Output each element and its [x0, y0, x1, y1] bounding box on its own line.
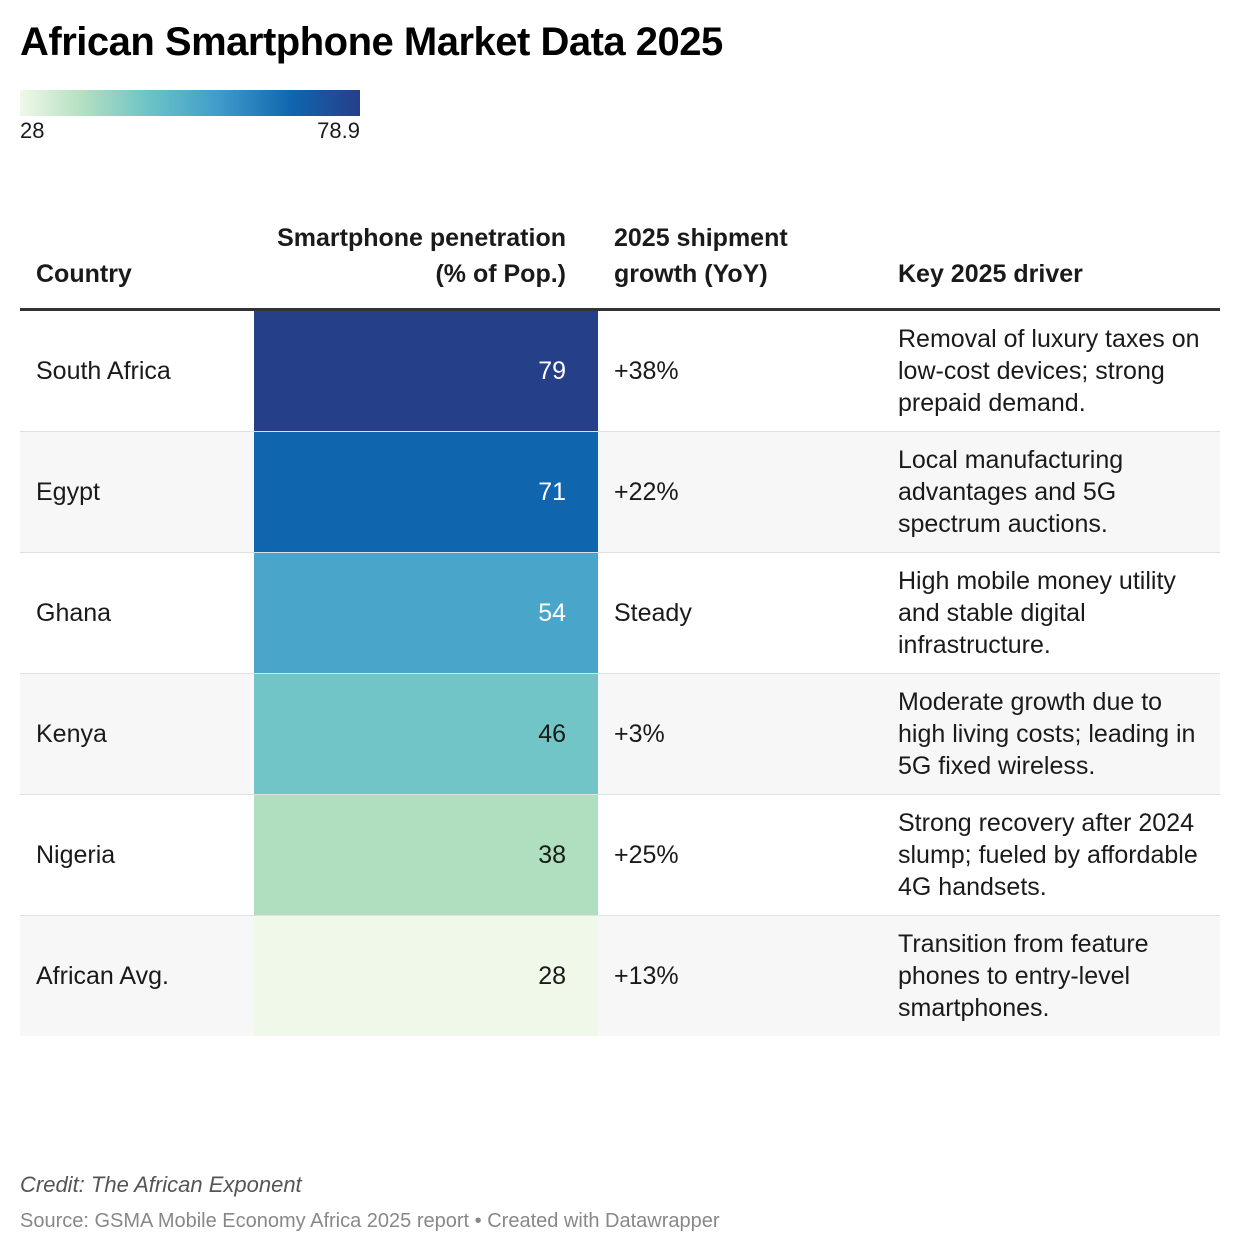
legend-min-label: 28: [20, 118, 45, 143]
chart-title: African Smartphone Market Data 2025: [20, 20, 723, 64]
cell-growth: Steady: [598, 552, 882, 674]
header-growth[interactable]: 2025 shipment growth (YoY): [598, 196, 882, 311]
cell-driver: Local manufacturing advantages and 5G sp…: [882, 431, 1220, 553]
data-table: Country Smartphone penetration (% of Pop…: [20, 196, 1220, 1036]
cell-growth: +38%: [598, 309, 882, 432]
cell-penetration: 71: [254, 431, 598, 553]
cell-penetration: 38: [254, 794, 598, 916]
legend-labels: 28 78.9: [20, 118, 360, 144]
table-body: South Africa 79 +38% Removal of luxury taxe…: [20, 309, 1220, 1036]
cell-driver: High mobile money utility and stable dig…: [882, 552, 1220, 674]
legend-max-label: 78.9: [317, 118, 360, 143]
table-row: Kenya 46 +3% Moderate growth due to high li…: [20, 673, 1220, 795]
credit-line: Credit: The African Exponent: [20, 1172, 302, 1197]
legend-gradient-bar: [20, 90, 360, 116]
cell-penetration: 54: [254, 552, 598, 674]
cell-driver: Removal of luxury taxes on low-cost devi…: [882, 309, 1220, 432]
cell-penetration: 79: [254, 309, 598, 432]
table-row: Nigeria 38 +25% Strong recovery after 2024 …: [20, 794, 1220, 916]
cell-penetration: 46: [254, 673, 598, 795]
cell-driver: Moderate growth due to high living costs…: [882, 673, 1220, 795]
cell-growth: +3%: [598, 673, 882, 795]
cell-growth: +13%: [598, 915, 882, 1036]
cell-driver: Transition from feature phones to entry-…: [882, 915, 1220, 1036]
cell-driver: Strong recovery after 2024 slump; fueled…: [882, 794, 1220, 916]
table-row: Egypt 71 +22% Local manufacturing advantage…: [20, 431, 1220, 553]
table-row: Ghana 54 Steady High mobile money utility a…: [20, 552, 1220, 674]
cell-country: South Africa: [20, 309, 254, 432]
cell-growth: +25%: [598, 794, 882, 916]
cell-country: Ghana: [20, 552, 254, 674]
cell-country: Kenya: [20, 673, 254, 795]
table-header-row: Country Smartphone penetration (% of Pop…: [20, 196, 1220, 311]
cell-penetration: 28: [254, 915, 598, 1036]
cell-country: Egypt: [20, 431, 254, 553]
table-row: South Africa 79 +38% Removal of luxury taxe…: [20, 309, 1220, 432]
cell-growth: +22%: [598, 431, 882, 553]
table-row: African Avg. 28 +13% Transition from featur…: [20, 915, 1220, 1036]
header-driver[interactable]: Key 2025 driver: [882, 196, 1220, 311]
color-legend: 28 78.9: [20, 90, 360, 144]
cell-country: Nigeria: [20, 794, 254, 916]
header-penetration[interactable]: Smartphone penetration (% of Pop.): [254, 196, 598, 311]
header-country[interactable]: Country: [20, 196, 254, 311]
source-line: Source: GSMA Mobile Economy Africa 2025 …: [20, 1210, 720, 1232]
cell-country: African Avg.: [20, 915, 254, 1036]
